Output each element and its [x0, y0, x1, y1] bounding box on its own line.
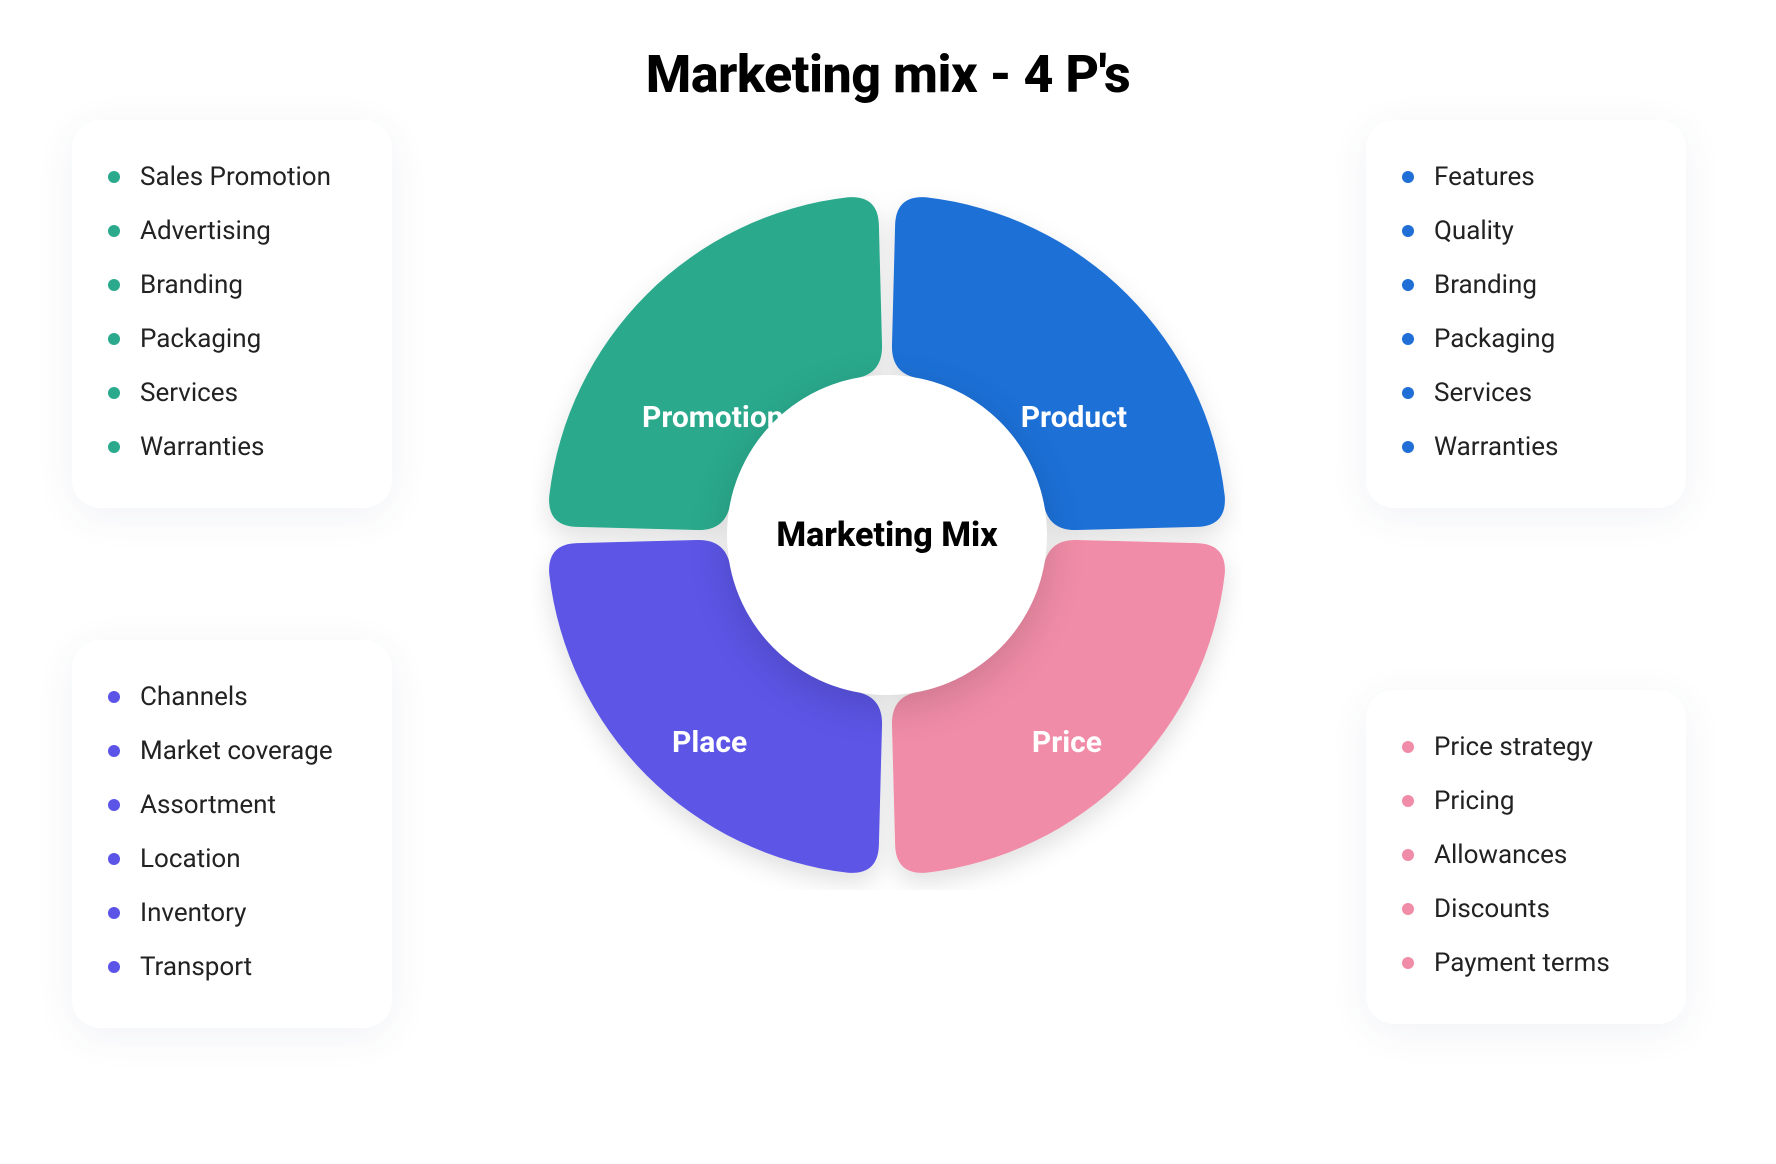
page-title: Marketing mix - 4 P's: [0, 44, 1776, 105]
list-item-label: Warranties: [140, 434, 264, 460]
list-price: Price strategy Pricing Allowances Discounts…: [1402, 720, 1650, 990]
bullet-icon: [108, 441, 120, 453]
bullet-icon: [1402, 333, 1414, 345]
list-item: Services: [1402, 366, 1650, 420]
list-item: Quality: [1402, 204, 1650, 258]
card-place: Channels Market coverage Assortment Locatio…: [72, 640, 392, 1028]
bullet-icon: [1402, 795, 1414, 807]
list-item: Features: [1402, 150, 1650, 204]
bullet-icon: [108, 387, 120, 399]
list-item: Market coverage: [108, 724, 356, 778]
list-item: Allowances: [1402, 828, 1650, 882]
bullet-icon: [1402, 849, 1414, 861]
list-item: Advertising: [108, 204, 356, 258]
list-item-label: Assortment: [140, 792, 276, 818]
bullet-icon: [108, 745, 120, 757]
list-promotion: Sales Promotion Advertising Branding Packag…: [108, 150, 356, 474]
list-item: Channels: [108, 670, 356, 724]
list-item-label: Quality: [1434, 218, 1514, 244]
list-item-label: Payment terms: [1434, 950, 1610, 976]
list-item: Packaging: [108, 312, 356, 366]
list-item-label: Inventory: [140, 900, 246, 926]
bullet-icon: [108, 799, 120, 811]
list-item-label: Features: [1434, 164, 1535, 190]
list-item-label: Packaging: [1434, 326, 1555, 352]
list-item-label: Market coverage: [140, 738, 333, 764]
bullet-icon: [108, 853, 120, 865]
list-item: Assortment: [108, 778, 356, 832]
list-item-label: Advertising: [140, 218, 271, 244]
list-item-label: Pricing: [1434, 788, 1514, 814]
card-price: Price strategy Pricing Allowances Discounts…: [1366, 690, 1686, 1024]
card-promotion: Sales Promotion Advertising Branding Packag…: [72, 120, 392, 508]
list-item-label: Discounts: [1434, 896, 1550, 922]
bullet-icon: [108, 907, 120, 919]
list-item: Transport: [108, 940, 356, 994]
list-item: Pricing: [1402, 774, 1650, 828]
list-item-label: Sales Promotion: [140, 164, 331, 190]
list-item: Location: [108, 832, 356, 886]
list-item-label: Price strategy: [1434, 734, 1593, 760]
bullet-icon: [108, 225, 120, 237]
list-item: Discounts: [1402, 882, 1650, 936]
bullet-icon: [108, 961, 120, 973]
bullet-icon: [1402, 441, 1414, 453]
bullet-icon: [1402, 387, 1414, 399]
bullet-icon: [1402, 903, 1414, 915]
bullet-icon: [1402, 279, 1414, 291]
list-item-label: Location: [140, 846, 241, 872]
list-item-label: Branding: [1434, 272, 1537, 298]
list-item: Inventory: [108, 886, 356, 940]
list-item-label: Transport: [140, 954, 252, 980]
bullet-icon: [108, 279, 120, 291]
list-item: Warranties: [1402, 420, 1650, 474]
list-item: Sales Promotion: [108, 150, 356, 204]
list-item-label: Packaging: [140, 326, 261, 352]
center-label: Marketing Mix: [727, 375, 1047, 695]
list-item: Warranties: [108, 420, 356, 474]
bullet-icon: [1402, 171, 1414, 183]
list-item: Branding: [108, 258, 356, 312]
list-item-label: Allowances: [1434, 842, 1567, 868]
list-item: Services: [108, 366, 356, 420]
bullet-icon: [1402, 225, 1414, 237]
donut-chart: Marketing Mix Promotion Product Place Pr…: [532, 180, 1242, 890]
list-item-label: Services: [140, 380, 238, 406]
list-item: Payment terms: [1402, 936, 1650, 990]
list-item-label: Services: [1434, 380, 1532, 406]
bullet-icon: [108, 333, 120, 345]
bullet-icon: [108, 691, 120, 703]
list-item: Packaging: [1402, 312, 1650, 366]
bullet-icon: [1402, 957, 1414, 969]
bullet-icon: [108, 171, 120, 183]
bullet-icon: [1402, 741, 1414, 753]
list-product: Features Quality Branding Packaging Services…: [1402, 150, 1650, 474]
list-item: Price strategy: [1402, 720, 1650, 774]
list-place: Channels Market coverage Assortment Locatio…: [108, 670, 356, 994]
card-product: Features Quality Branding Packaging Services…: [1366, 120, 1686, 508]
list-item: Branding: [1402, 258, 1650, 312]
list-item-label: Branding: [140, 272, 243, 298]
list-item-label: Warranties: [1434, 434, 1558, 460]
list-item-label: Channels: [140, 684, 248, 710]
